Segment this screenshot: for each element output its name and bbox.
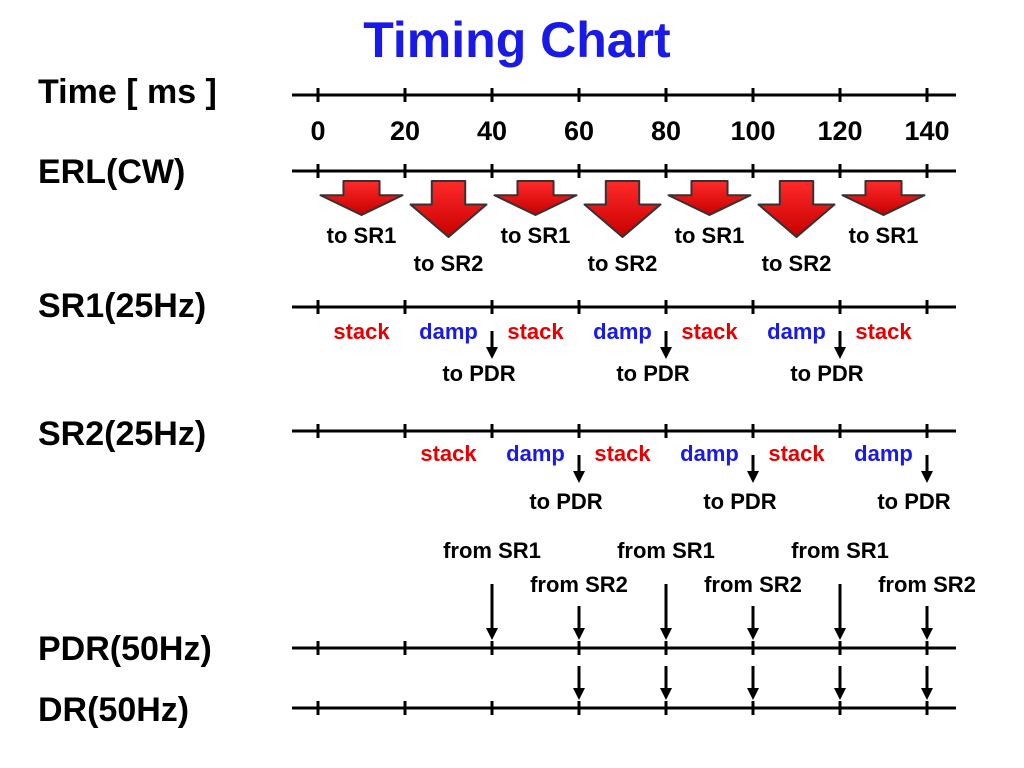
row-label-pdr: PDR(50Hz) <box>38 630 212 668</box>
pdr-input-arrow-head <box>660 628 672 640</box>
sr2-phase-stack: stack <box>768 441 825 466</box>
sr1-phase-stack: stack <box>681 319 738 344</box>
time-tick-label: 120 <box>817 116 862 146</box>
transfer-arrow-to-sr2 <box>757 180 836 238</box>
pdr-input-label: from SR1 <box>791 538 889 563</box>
chart-title: Timing Chart <box>363 12 671 68</box>
pdr-input-arrow-head <box>747 628 759 640</box>
transfer-label-to-sr1: to SR1 <box>849 223 919 248</box>
transfer-label-to-sr2: to SR2 <box>762 251 832 276</box>
transfer-label-to-sr1: to SR1 <box>675 223 745 248</box>
pdr-input-label: from SR1 <box>443 538 541 563</box>
dr-input-arrow-head <box>921 688 933 700</box>
time-tick-label: 140 <box>904 116 949 146</box>
pdr-input-label: from SR2 <box>878 572 976 597</box>
pdr-input-label: from SR2 <box>704 572 802 597</box>
transfer-label-to-sr1: to SR1 <box>327 223 397 248</box>
transfer-label-to-sr1: to SR1 <box>501 223 571 248</box>
sr1-phase-damp: damp <box>767 319 826 344</box>
row-label-dr: DR(50Hz) <box>38 691 189 729</box>
pdr-input-arrow-head <box>573 628 585 640</box>
transfer-arrow-to-sr2 <box>409 180 488 238</box>
transfer-arrow-to-sr1 <box>667 180 752 216</box>
transfer-label-to-sr2: to SR2 <box>588 251 658 276</box>
timing-marks: 0 20 40 60 80 100 120 140 to SR1 to SR2 to SR1 to S… <box>292 88 976 715</box>
time-tick-label: 80 <box>651 116 681 146</box>
sr1-output-arrow-head <box>486 347 498 359</box>
time-axis-label: Time [ ms ] <box>38 73 217 111</box>
time-tick-label: 40 <box>477 116 507 146</box>
dr-input-arrow-head <box>573 688 585 700</box>
transfer-arrow-to-sr1 <box>493 180 578 216</box>
time-tick-label: 0 <box>310 116 325 146</box>
sr2-output-arrow-head <box>747 471 759 483</box>
sr1-phase-stack: stack <box>333 319 390 344</box>
sr1-output-arrow-head <box>834 347 846 359</box>
sr1-phase-stack: stack <box>855 319 912 344</box>
sr1-output-label: to PDR <box>790 361 863 386</box>
sr1-output-arrow-head <box>660 347 672 359</box>
pdr-input-label: from SR1 <box>617 538 715 563</box>
sr1-output-label: to PDR <box>616 361 689 386</box>
sr1-phase-damp: damp <box>419 319 478 344</box>
dr-input-arrow-head <box>660 688 672 700</box>
time-tick-label: 60 <box>564 116 594 146</box>
sr2-phase-damp: damp <box>854 441 913 466</box>
sr2-output-arrow-head <box>573 471 585 483</box>
sr1-phase-damp: damp <box>593 319 652 344</box>
pdr-input-arrow-head <box>834 628 846 640</box>
row-label-erl: ERL(CW) <box>38 153 185 191</box>
sr2-output-label: to PDR <box>529 489 602 514</box>
pdr-input-arrow-head <box>486 628 498 640</box>
sr2-output-label: to PDR <box>703 489 776 514</box>
pdr-input-arrow-head <box>921 628 933 640</box>
time-tick-label: 20 <box>390 116 420 146</box>
transfer-arrow-to-sr1 <box>841 180 926 216</box>
transfer-arrow-to-sr2 <box>583 180 662 238</box>
row-label-sr1: SR1(25Hz) <box>38 287 206 325</box>
sr2-output-arrow-head <box>921 471 933 483</box>
sr2-phase-stack: stack <box>594 441 651 466</box>
pdr-input-label: from SR2 <box>530 572 628 597</box>
sr2-phase-damp: damp <box>506 441 565 466</box>
sr2-phase-damp: damp <box>680 441 739 466</box>
transfer-label-to-sr2: to SR2 <box>414 251 484 276</box>
dr-input-arrow-head <box>747 688 759 700</box>
sr1-phase-stack: stack <box>507 319 564 344</box>
dr-input-arrow-head <box>834 688 846 700</box>
sr1-output-label: to PDR <box>442 361 515 386</box>
time-tick-label: 100 <box>730 116 775 146</box>
row-label-sr2: SR2(25Hz) <box>38 415 206 453</box>
transfer-arrow-to-sr1 <box>319 180 404 216</box>
sr2-phase-stack: stack <box>420 441 477 466</box>
sr2-output-label: to PDR <box>877 489 950 514</box>
